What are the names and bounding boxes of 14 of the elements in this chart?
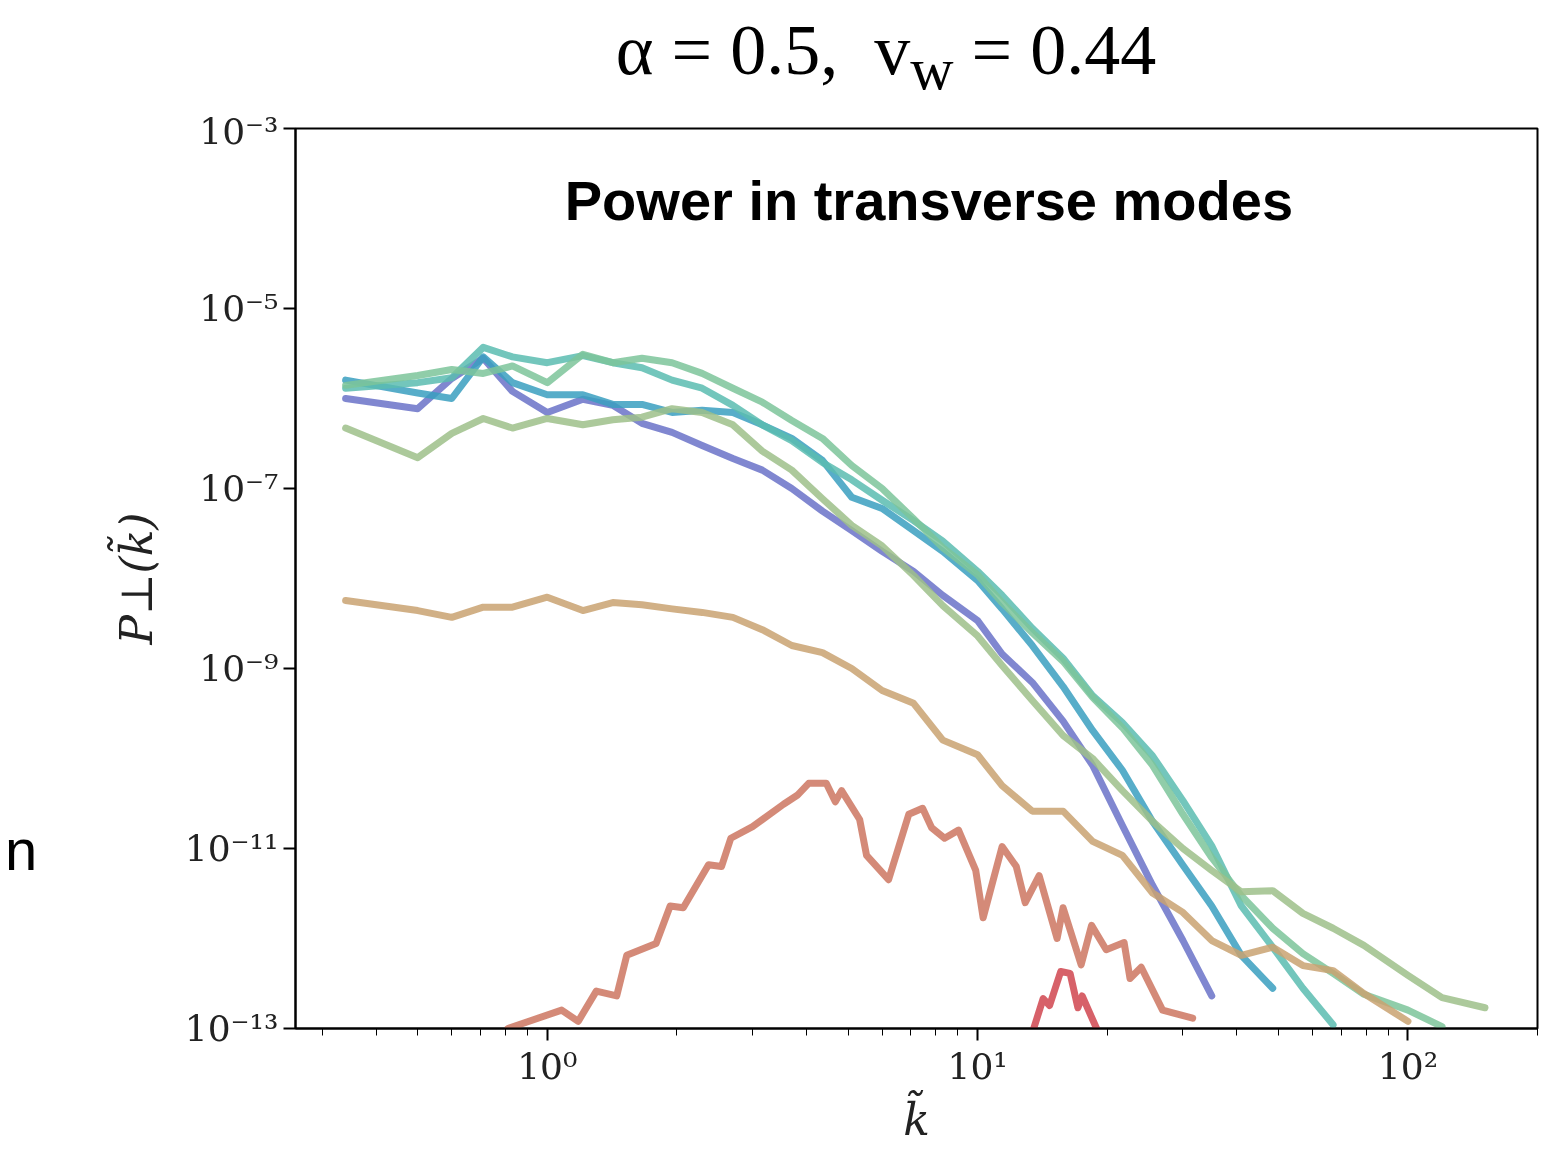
y-tick-label: 10⁻⁹ bbox=[199, 648, 279, 689]
x-axis-title: k̃ bbox=[903, 1089, 930, 1145]
y-tick-label: 10⁻⁵ bbox=[199, 288, 279, 329]
x-tick-label: 10² bbox=[1377, 1045, 1439, 1087]
y-tick-label: 10⁻⁷ bbox=[199, 468, 279, 509]
y-tick-label: 10⁻¹³ bbox=[184, 1008, 279, 1049]
chart-title: α = 0.5, v$_{w}$ = 0.44 bbox=[615, 9, 1157, 105]
text: Power in transverse modes bbox=[564, 169, 1294, 232]
y-tick-label: 10⁻³ bbox=[199, 110, 279, 152]
y-axis-title: P⊥(k̃) bbox=[107, 512, 162, 646]
text: n bbox=[5, 816, 38, 884]
y-tick-label: 10⁻¹¹ bbox=[184, 828, 279, 869]
x-tick-label: 10¹ bbox=[947, 1045, 1008, 1087]
x-tick-label: 10⁰ bbox=[517, 1045, 578, 1087]
